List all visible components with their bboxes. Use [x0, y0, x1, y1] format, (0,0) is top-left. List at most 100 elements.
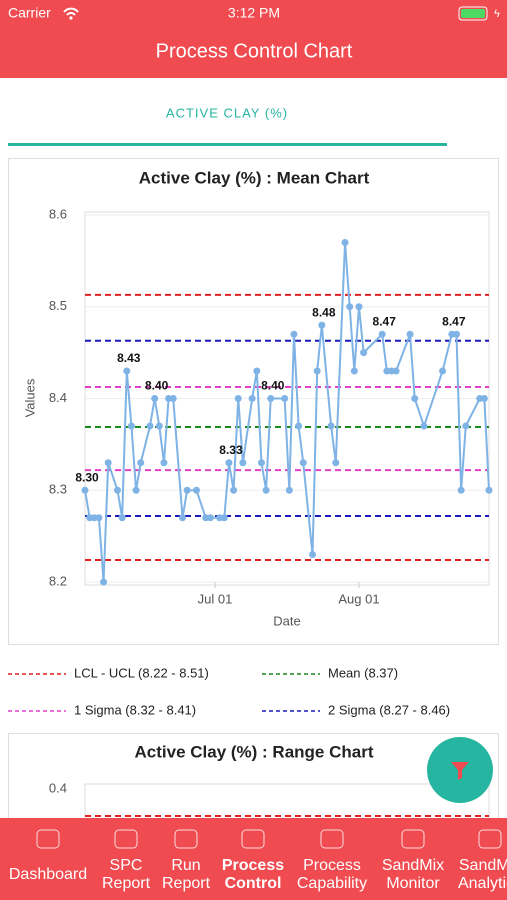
x-tick-label: Aug 01: [338, 591, 379, 606]
data-point: [179, 514, 187, 522]
data-point: [151, 395, 159, 402]
clock: 3:12 PM: [228, 5, 280, 21]
legend: LCL - UCL (8.22 - 8.51) Mean (8.37) 1 Sigm…: [8, 665, 450, 717]
legend-label: 2 Sigma (8.27 - 8.46): [328, 702, 450, 717]
nav-item[interactable]: Process Control: [222, 829, 284, 892]
data-label: 8.47: [373, 314, 397, 328]
y-tick-label: 8.6: [49, 206, 67, 221]
nav-icon: [478, 829, 502, 849]
nav-label: Dashboard: [9, 866, 87, 883]
data-point: [420, 422, 428, 430]
data-point: [452, 330, 460, 338]
data-point: [350, 367, 358, 375]
data-point: [123, 367, 131, 375]
data-point: [406, 330, 414, 338]
data-point: [192, 486, 200, 494]
data-point: [313, 367, 321, 375]
data-point: [378, 330, 386, 338]
data-point: [81, 486, 89, 494]
data-label: 8.40: [261, 379, 285, 393]
data-point: [95, 514, 103, 522]
nav-item[interactable]: Process Capability: [297, 829, 367, 892]
data-point: [439, 367, 447, 375]
data-point: [114, 486, 122, 494]
nav-label: Process Control: [222, 857, 284, 892]
nav-icon: [174, 829, 198, 849]
data-point: [253, 367, 261, 375]
wifi-dot: [69, 16, 73, 20]
nav-item[interactable]: Run Report: [162, 829, 211, 892]
data-point: [220, 514, 228, 522]
data-point: [118, 514, 126, 522]
data-point: [230, 486, 238, 494]
battery-level: [461, 9, 485, 18]
nav-label: SandMix Monitor: [382, 857, 444, 892]
tab-label[interactable]: ACTIVE CLAY (%): [166, 105, 288, 120]
data-point: [355, 303, 363, 311]
data-label: 8.40: [145, 379, 169, 393]
range-y-tick: 0.4: [49, 780, 67, 795]
legend-label: Mean (8.37): [328, 665, 398, 680]
chart-title: Active Clay (%) : Mean Chart: [139, 168, 370, 187]
y-axis-label: Values: [22, 378, 37, 417]
data-point: [360, 349, 368, 357]
series-line: [84, 242, 490, 583]
data-point: [392, 367, 400, 375]
data-point: [346, 303, 354, 311]
data-point: [285, 486, 293, 494]
nav-label: SandMixAnalytics: [458, 857, 507, 892]
y-tick-label: 8.3: [49, 482, 67, 497]
nav-item[interactable]: SPC Report: [102, 829, 151, 892]
data-label: 8.33: [219, 443, 243, 457]
data-point: [155, 422, 163, 430]
carrier: Carrier: [8, 5, 51, 21]
data-point: [341, 239, 349, 247]
data-point: [462, 422, 470, 430]
tab-indicator: [8, 143, 447, 146]
data-point: [457, 486, 465, 494]
nav-item[interactable]: SandMix Monitor: [382, 829, 444, 892]
nav-icon: [36, 829, 60, 849]
data-point: [100, 578, 108, 586]
data-point: [480, 395, 488, 402]
nav-label: Run Report: [162, 857, 211, 892]
filter-icon: [451, 762, 469, 780]
data-label: 8.30: [75, 470, 99, 484]
data-point: [485, 486, 493, 494]
data-point: [146, 422, 154, 430]
data-point: [248, 395, 256, 402]
data-point: [225, 459, 233, 467]
data-point: [183, 486, 191, 494]
header-title: Process Control Chart: [156, 40, 353, 62]
data-point: [169, 395, 177, 402]
data-point: [267, 395, 275, 402]
y-tick-label: 8.4: [49, 390, 67, 405]
data-label: 8.47: [442, 314, 466, 328]
data-point: [295, 422, 303, 430]
legend-label: LCL - UCL (8.22 - 8.51): [74, 665, 209, 680]
data-point: [309, 550, 317, 558]
data-point: [411, 395, 419, 402]
data-point: [132, 486, 140, 494]
nav-icon: [114, 829, 138, 849]
nav-item[interactable]: SandMixAnalytics: [458, 829, 507, 892]
data-point: [127, 422, 135, 430]
nav-label: SPC Report: [102, 857, 151, 892]
data-point: [257, 459, 265, 467]
nav-label: Process Capability: [297, 857, 367, 892]
data-point: [160, 459, 168, 467]
nav-icon: [241, 829, 265, 849]
data-point: [206, 514, 214, 522]
nav-item[interactable]: Dashboard: [9, 829, 87, 883]
data-point: [318, 321, 326, 329]
data-point: [281, 395, 289, 402]
data-point: [239, 459, 247, 467]
y-tick-label: 8.5: [49, 298, 67, 313]
data-point: [332, 459, 340, 467]
data-label: 8.48: [312, 305, 336, 319]
x-axis-label: Date: [273, 613, 300, 628]
nav-icon: [401, 829, 425, 849]
data-point: [290, 330, 298, 338]
